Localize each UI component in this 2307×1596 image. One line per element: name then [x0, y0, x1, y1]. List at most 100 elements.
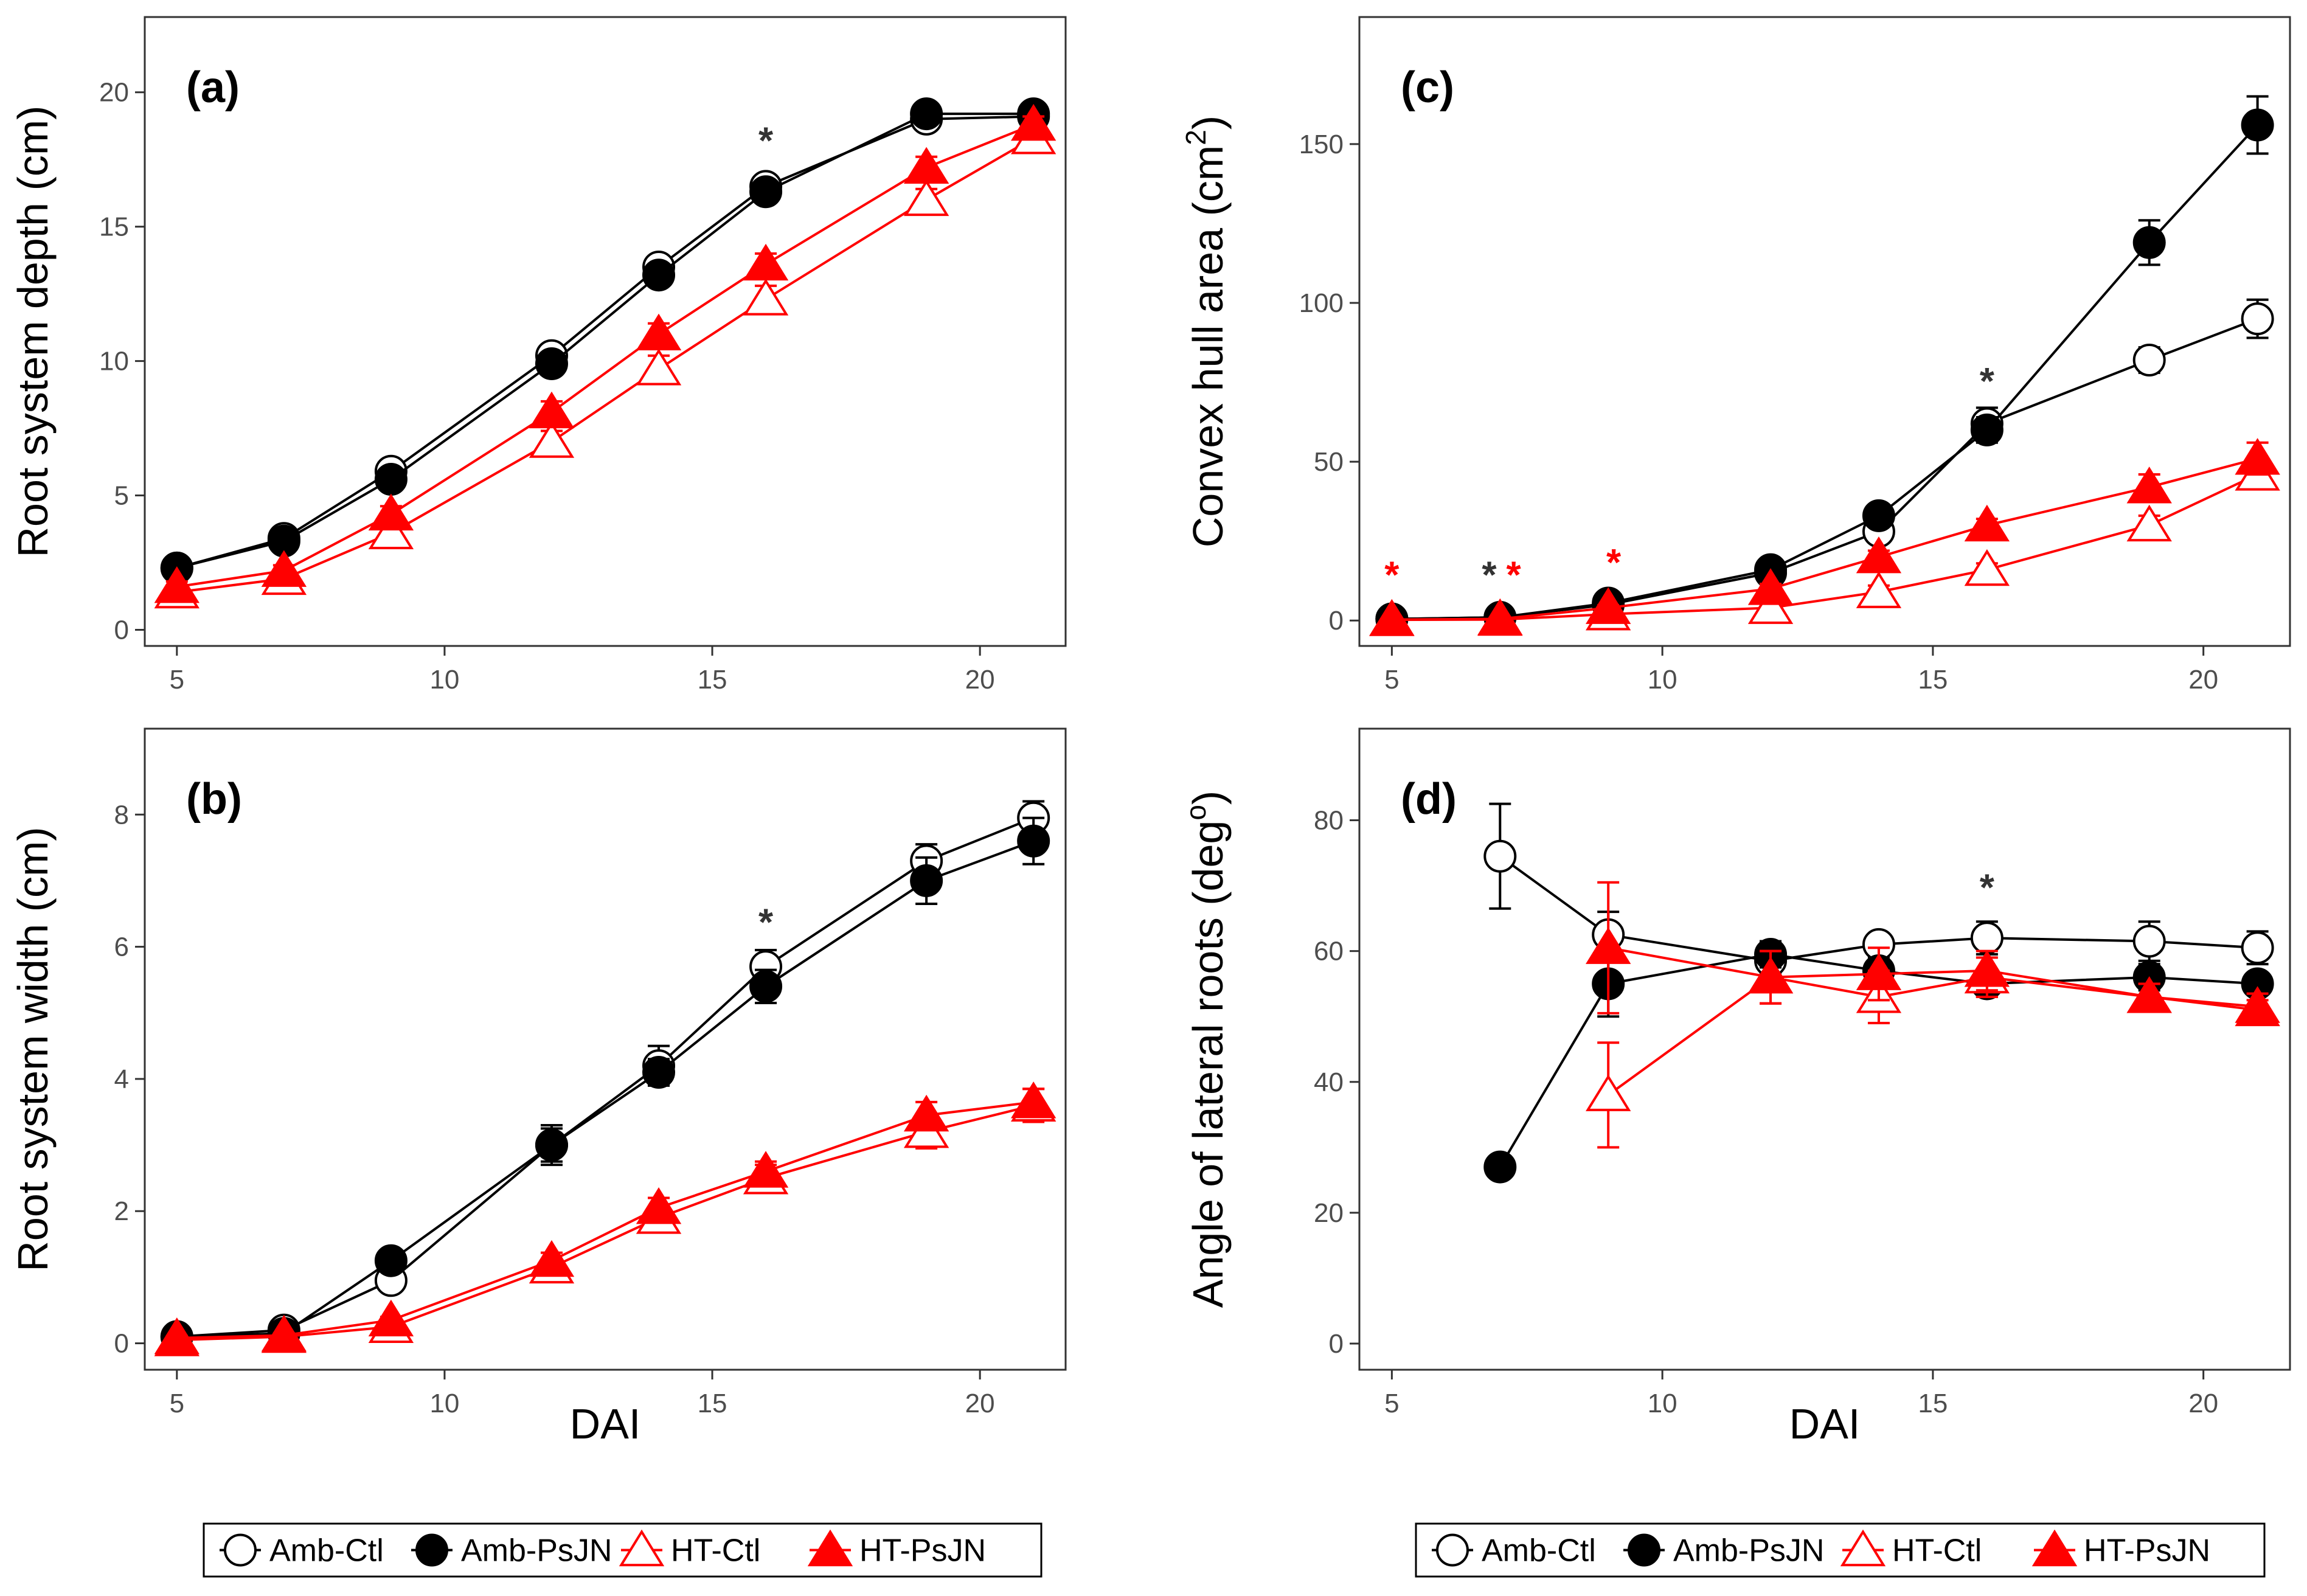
significance-star-c: * — [1506, 555, 1521, 597]
ht-psjn-line — [176, 123, 1034, 588]
ht-psjn-point-7 — [2235, 438, 2280, 475]
legend-amb-ctl-point-0 — [224, 1533, 257, 1567]
y-tick-label-a: 15 — [99, 212, 129, 242]
panel-a: 5 10 15 20 0 5 10 15 20 Root system depth (cm) (a)… — [9, 16, 1067, 695]
amb-psjn-point-4 — [1862, 499, 1895, 532]
ht-ctl-point-0 — [1586, 1074, 1631, 1111]
ht-psjn-point-5 — [2235, 989, 2280, 1027]
amb-psjn-point-2 — [374, 463, 408, 496]
amb-psjn-point-5 — [749, 175, 783, 209]
legend-amb-ctl-point-0 — [1436, 1533, 1469, 1567]
ht-psjn-line — [1608, 946, 2258, 1011]
x-tick-label-c: 10 — [1648, 665, 1677, 695]
amb-psjn-point-3 — [535, 1128, 568, 1162]
ht-ctl-point-5 — [743, 279, 789, 316]
amb-ctl-point-6 — [2132, 344, 2166, 376]
significance-star-c: * — [1980, 361, 1995, 403]
ht-ctl-line — [176, 137, 1035, 594]
ht-psjn-point-5 — [1964, 504, 2010, 542]
y-tick-label-a: 10 — [99, 347, 129, 376]
ht-psjn-point-3 — [1747, 568, 1794, 605]
legend-ht-ctl-point-0 — [619, 1529, 665, 1567]
y-tick-label-a: 5 — [114, 481, 129, 511]
y-tick-label-d: 0 — [1329, 1329, 1344, 1359]
ht-psjn-point-1 — [261, 1314, 307, 1352]
y-tick-label-b: 2 — [114, 1196, 129, 1226]
amb-psjn-point-5 — [749, 970, 783, 1003]
x-tick-label-b: 20 — [965, 1389, 995, 1418]
x-tick-label-a: 15 — [698, 665, 727, 695]
significance-star-b: * — [758, 902, 774, 944]
amb-ctl-point-4 — [1970, 921, 2003, 955]
amb-psjn-point-0 — [1483, 1150, 1517, 1184]
ht-psjn-point-3 — [1964, 950, 2010, 987]
panel-c: 5 10 15 20 0 50 100 150 Convex hull area (cm2) (c… — [1180, 16, 2291, 695]
ht-psjn-point-4 — [636, 313, 682, 351]
x-tick-label-d: 5 — [1384, 1389, 1399, 1418]
y-tick-label-d: 20 — [1314, 1198, 1344, 1228]
amb-psjn-line — [176, 839, 1034, 1338]
y-tick-label-c: 0 — [1329, 606, 1344, 636]
ht-psjn-point-5 — [743, 1151, 789, 1188]
y-tick-label-a: 20 — [99, 78, 129, 108]
significance-star-d: * — [1980, 867, 1995, 909]
plot-frame-b — [144, 727, 1067, 1371]
significance-star-c: * — [1482, 555, 1497, 597]
amb-psjn-point-7 — [2241, 108, 2274, 142]
ht-psjn-point-4 — [2126, 976, 2172, 1013]
y-tick-label-b: 6 — [114, 932, 129, 962]
legend-label-amb-psjn: Amb-PsJN — [1673, 1533, 1824, 1569]
y-tick-label-d: 60 — [1314, 937, 1344, 966]
ht-psjn-point-2 — [368, 493, 414, 531]
amb-psjn-point-6 — [910, 97, 943, 131]
y-tick-label-b: 4 — [114, 1064, 129, 1094]
ht-psjn-point-2 — [368, 1299, 414, 1337]
y-tick-label-c: 150 — [1299, 130, 1344, 159]
amb-psjn-point-5 — [1970, 413, 2003, 446]
panel-b: 5 10 15 20 0 2 4 6 8 Root system width (cm) DAI (b)… — [9, 727, 1067, 1448]
y-axis-title-text: Convex hull area (cm — [1184, 145, 1232, 547]
ht-psjn-point-4 — [1856, 536, 1902, 574]
y-tick-label-b: 8 — [114, 800, 129, 830]
x-tick-label-a: 20 — [965, 665, 995, 695]
ht-psjn-point-1 — [261, 550, 307, 587]
x-tick-label-c: 15 — [1918, 665, 1948, 695]
series-ht-psjn — [154, 103, 1056, 603]
panel-label-d: (d) — [1401, 775, 1457, 824]
amb-ctl-point-6 — [2241, 931, 2274, 965]
ht-ctl-point-4 — [636, 349, 682, 386]
legend-ht-psjn-point-0 — [2031, 1529, 2078, 1567]
x-tick-label-a: 10 — [429, 665, 459, 695]
ht-psjn-point-7 — [1011, 103, 1056, 141]
legend-ht-psjn-point-0 — [807, 1529, 853, 1567]
amb-ctl-point-7 — [2241, 302, 2274, 336]
legend-label-amb-psjn: Amb-PsJN — [461, 1533, 612, 1569]
legend-right: Amb-Ctl Amb-PsJN HT-Ctl HT-PsJN — [1415, 1522, 2266, 1578]
amb-psjn-point-7 — [1017, 824, 1050, 858]
x-axis-title-b: DAI — [570, 1400, 641, 1448]
ht-psjn-point-6 — [2126, 467, 2172, 504]
plot-frame-d — [1358, 727, 2291, 1371]
amb-psjn-line — [176, 113, 1034, 569]
ht-psjn-point-3 — [529, 1240, 575, 1277]
panel-d: 5 10 15 20 0 20 40 60 80 Angle of lateral roots (… — [1180, 727, 2291, 1448]
ht-psjn-point-6 — [903, 1094, 949, 1132]
y-tick-label-d: 40 — [1314, 1067, 1344, 1097]
series-ht-psjn — [1369, 438, 2280, 636]
legend-label-ht-psjn: HT-PsJN — [2084, 1533, 2210, 1569]
panel-label-a: (a) — [186, 63, 240, 112]
ht-psjn-point-1 — [1747, 956, 1794, 994]
ht-psjn-point-1 — [1477, 598, 1523, 636]
x-tick-label-b: 15 — [698, 1389, 727, 1418]
legend-label-ht-ctl: HT-Ctl — [671, 1533, 760, 1569]
x-tick-label-c: 5 — [1384, 665, 1399, 695]
amb-ctl-point-5 — [2132, 925, 2166, 958]
amb-psjn-point-4 — [642, 1056, 676, 1089]
y-axis-title-c: Convex hull area (cm2) — [1180, 116, 1232, 547]
ht-psjn-point-4 — [636, 1187, 682, 1224]
y-axis-title-b: Root system width (cm) — [9, 827, 57, 1271]
x-tick-label-d: 15 — [1918, 1389, 1948, 1418]
ht-ctl-point-3 — [529, 421, 575, 458]
ht-ctl-point-2 — [368, 512, 414, 550]
